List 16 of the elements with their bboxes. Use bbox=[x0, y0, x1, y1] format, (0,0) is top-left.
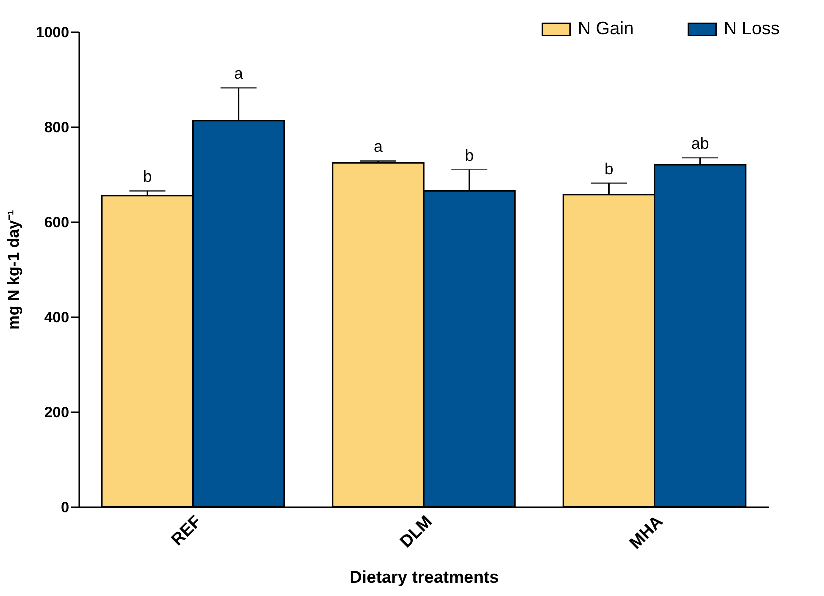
data-label: a bbox=[234, 66, 244, 84]
legend-label: N Gain bbox=[578, 18, 634, 39]
y-axis-title: mg N kg-1 day⁻¹ bbox=[6, 210, 24, 330]
y-tick-label: 0 bbox=[61, 500, 70, 516]
data-label: ab bbox=[691, 136, 710, 153]
data-label: b bbox=[465, 148, 474, 165]
data-label: b bbox=[143, 169, 152, 186]
x-axis-title: Dietary treatments bbox=[350, 568, 500, 588]
data-label: b bbox=[604, 162, 614, 179]
y-tick-label: 400 bbox=[44, 310, 70, 326]
y-tick-label: 600 bbox=[44, 214, 70, 232]
y-tick-label: 1000 bbox=[36, 24, 70, 42]
legend-label: N Loss bbox=[724, 18, 780, 39]
y-tick-label: 200 bbox=[44, 404, 70, 422]
y-tick-label: 800 bbox=[44, 120, 70, 136]
data-label: a bbox=[374, 139, 383, 156]
